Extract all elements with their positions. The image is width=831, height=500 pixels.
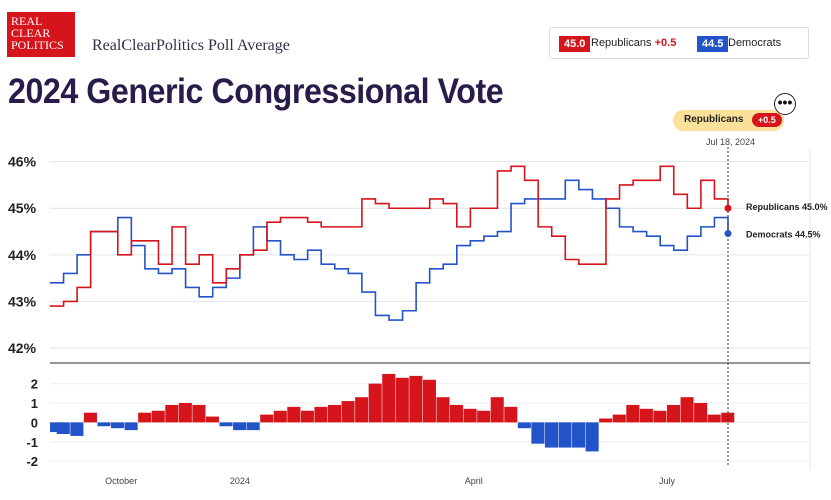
spread-bar <box>626 404 640 423</box>
x-tick-label: 2024 <box>230 476 250 486</box>
spread-bar <box>300 410 314 423</box>
rcp-logo[interactable]: REAL CLEAR POLITICS <box>7 12 75 57</box>
spread-bar <box>599 418 613 423</box>
spread-bar <box>653 410 667 423</box>
leader-tooltip: Republicans +0.5 <box>673 110 784 131</box>
brand-name: RealClearPolitics Poll Average <box>92 37 290 54</box>
spread-bar <box>409 375 423 423</box>
spread-bar <box>287 406 301 423</box>
spread-bar <box>694 403 708 423</box>
x-tick-label: October <box>105 476 137 486</box>
spread-bar <box>422 379 436 423</box>
spread-bar <box>436 397 450 423</box>
spread-bar <box>463 408 477 423</box>
legend-rep-name: Republicans <box>591 37 652 49</box>
spread-y-tick-label: 1 <box>31 396 38 411</box>
tooltip-party: Republicans <box>684 114 744 125</box>
legend-dem-label: Democrats <box>728 37 782 49</box>
democrats-line <box>50 179 729 321</box>
republicans-end-dot <box>724 204 732 212</box>
spread-y-tick-label: -2 <box>26 454 38 469</box>
spread-bar <box>612 414 626 423</box>
legend-rep-value: 45.0 <box>559 36 591 52</box>
spread-bar <box>680 397 694 423</box>
spread-bar <box>56 422 70 434</box>
democrats-end-label: Democrats 44.5% <box>746 230 821 240</box>
x-tick-label: July <box>659 476 676 486</box>
logo-line-3: POLITICS <box>11 38 64 52</box>
spread-bar <box>70 422 84 436</box>
spread-bar <box>246 422 260 431</box>
x-tick-label: April <box>465 476 483 486</box>
spread-bar <box>192 404 206 423</box>
spread-bar <box>572 422 586 448</box>
spread-y-tick-label: 2 <box>31 377 38 392</box>
y-tick-label: 45% <box>8 200 37 216</box>
tooltip-date: Jul 18, 2024 <box>706 137 756 147</box>
spread-bar <box>544 422 558 448</box>
y-tick-label: 44% <box>8 247 37 263</box>
y-tick-label: 42% <box>8 340 37 356</box>
spread-bar <box>585 422 599 452</box>
spread-bar <box>50 422 64 433</box>
spread-bar <box>233 422 247 431</box>
spread-bar <box>721 412 735 423</box>
spread-bar <box>639 408 653 423</box>
y-tick-label: 43% <box>8 293 37 309</box>
spread-bar <box>666 404 681 423</box>
spread-bar <box>341 401 355 423</box>
spread-bar <box>477 410 491 423</box>
spread-bar <box>504 406 518 423</box>
spread-bar <box>558 422 572 448</box>
spread-bar <box>138 412 152 423</box>
legend-rep-spread: +0.5 <box>654 37 677 49</box>
spread-bar <box>273 410 287 423</box>
spread-bar <box>151 410 165 423</box>
spread-y-tick-label: -1 <box>26 435 38 450</box>
tooltip-spread: +0.5 <box>752 113 782 127</box>
y-tick-label: 46% <box>8 154 37 170</box>
page-title: 2024 Generic Congressional Vote <box>8 72 504 111</box>
spread-bar <box>124 422 138 431</box>
spread-bar <box>83 412 97 423</box>
democrats-end-dot <box>724 230 732 238</box>
spread-bar <box>111 422 125 429</box>
spread-bar <box>355 397 369 423</box>
spread-bar <box>97 422 111 427</box>
more-options-button[interactable]: ••• <box>774 93 796 115</box>
spread-bar <box>517 422 531 429</box>
legend-box: 45.0 Republicans +0.5 44.5 Democrats <box>549 27 809 59</box>
spread-bar <box>219 422 233 427</box>
republicans-end-label: Republicans 45.0% <box>746 202 828 212</box>
spread-bar <box>260 414 274 423</box>
spread-bar <box>707 414 721 423</box>
spread-bar <box>450 404 464 423</box>
spread-bar <box>395 377 409 423</box>
spread-bar <box>382 373 396 423</box>
logo-line-1: REAL <box>11 14 43 28</box>
spread-bar <box>314 406 328 423</box>
spread-bar <box>178 403 192 423</box>
spread-bar <box>531 422 545 444</box>
spread-bar <box>205 416 219 423</box>
spread-bar <box>490 397 504 423</box>
legend-rep-label: Republicans +0.5 <box>591 37 676 49</box>
spread-bar <box>165 404 179 423</box>
spread-bar <box>368 383 382 423</box>
spread-y-tick-label: 0 <box>31 415 38 430</box>
logo-line-2: CLEAR <box>11 26 51 40</box>
republicans-line <box>50 165 729 307</box>
legend-dem-value: 44.5 <box>697 36 729 52</box>
spread-bar <box>327 404 342 423</box>
